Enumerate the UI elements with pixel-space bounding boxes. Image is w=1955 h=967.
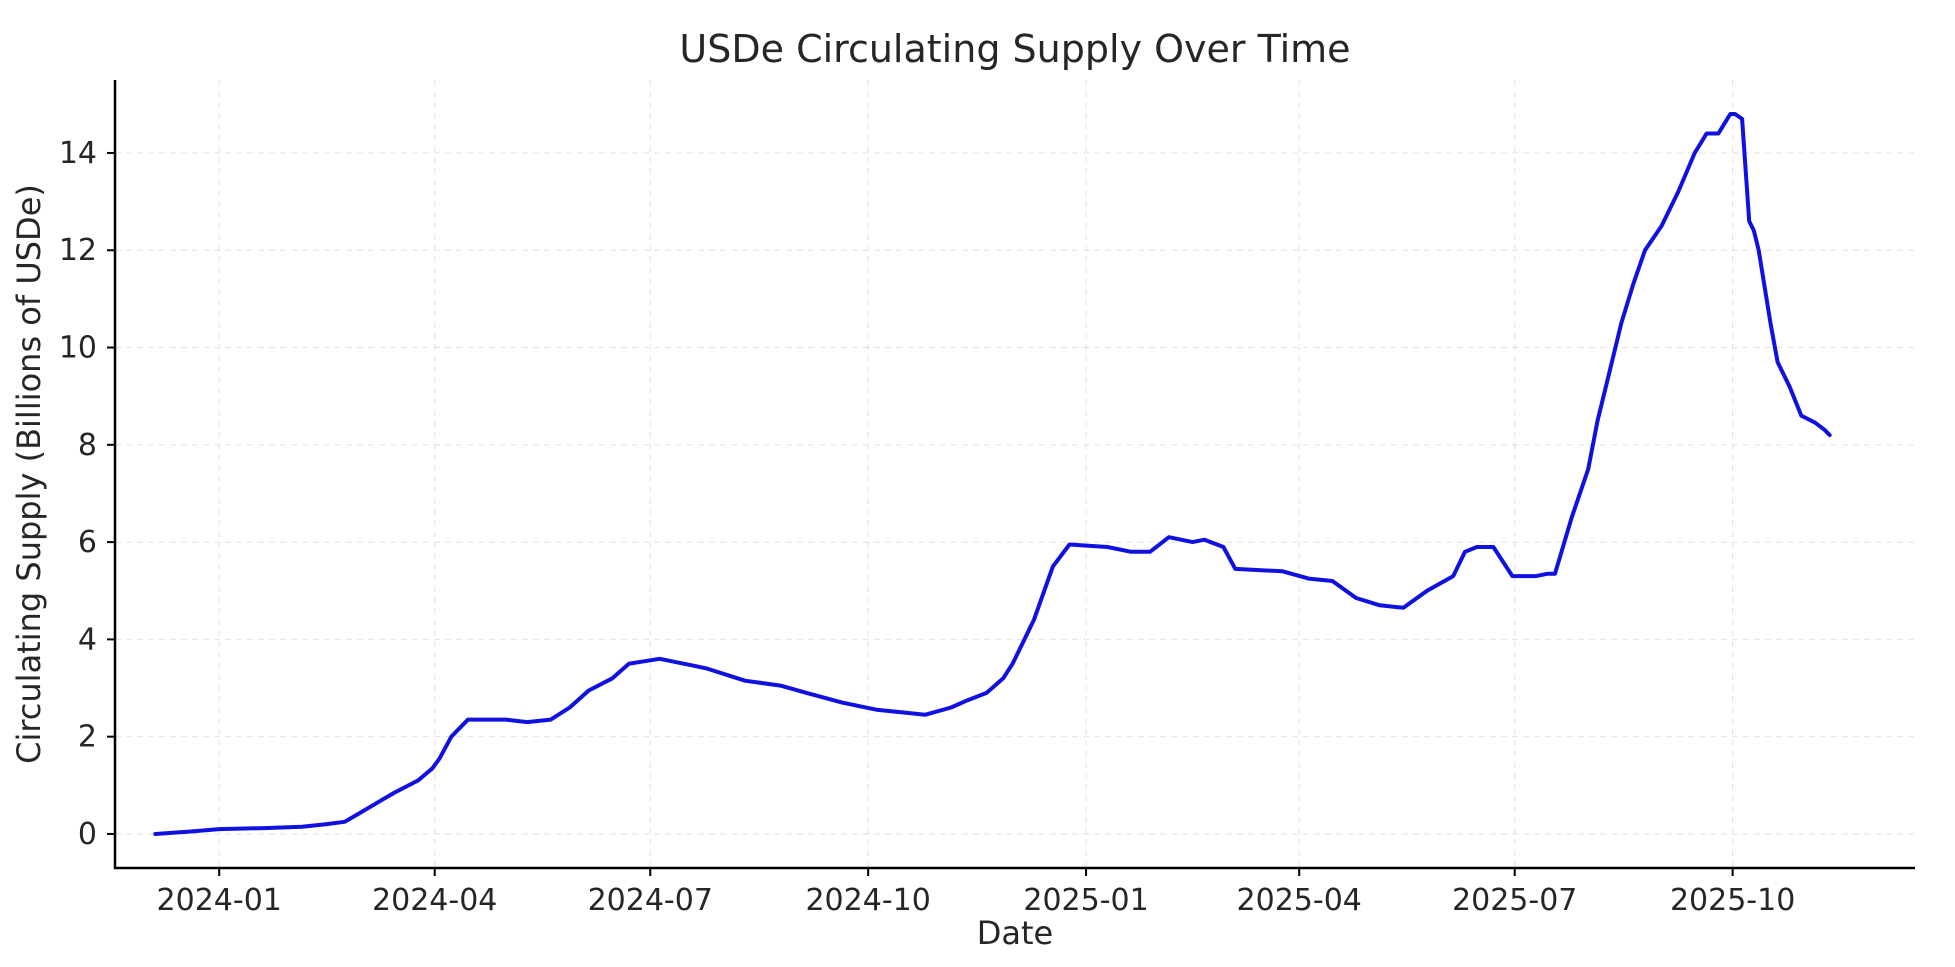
y-tick-label: 0	[78, 817, 97, 852]
y-tick-label: 10	[59, 331, 97, 366]
ticks: 0 2 4 6 8 10 12 14 2024-01 2024-04 2024-07 2024-10 2…	[59, 136, 1795, 918]
x-axis-label: Date	[977, 914, 1053, 952]
x-tick-label: 2025-04	[1237, 883, 1362, 918]
y-tick-label: 8	[78, 428, 97, 463]
series	[153, 112, 1832, 836]
x-tick-label: 2024-07	[588, 883, 713, 918]
series-line-usde-supply	[153, 112, 1832, 836]
axis-spines	[113, 80, 1915, 870]
chart-title: USDe Circulating Supply Over Time	[679, 27, 1350, 71]
x-tick-label: 2024-10	[805, 883, 930, 918]
x-tick-label: 2025-07	[1452, 883, 1577, 918]
y-tick-label: 4	[78, 622, 97, 657]
y-tick-label: 14	[59, 136, 97, 171]
x-tick-label: 2024-04	[372, 883, 497, 918]
y-tick-label: 2	[78, 720, 97, 755]
x-tick-label: 2025-01	[1023, 883, 1148, 918]
axes	[113, 80, 1915, 870]
x-tick-label: 2025-10	[1670, 883, 1795, 918]
grid	[115, 80, 1915, 868]
y-tick-label: 12	[59, 233, 97, 268]
y-tick-label: 6	[78, 525, 97, 560]
x-tick-label: 2024-01	[157, 883, 282, 918]
y-axis-label: Circulating Supply (Billions of USDe)	[10, 184, 48, 764]
